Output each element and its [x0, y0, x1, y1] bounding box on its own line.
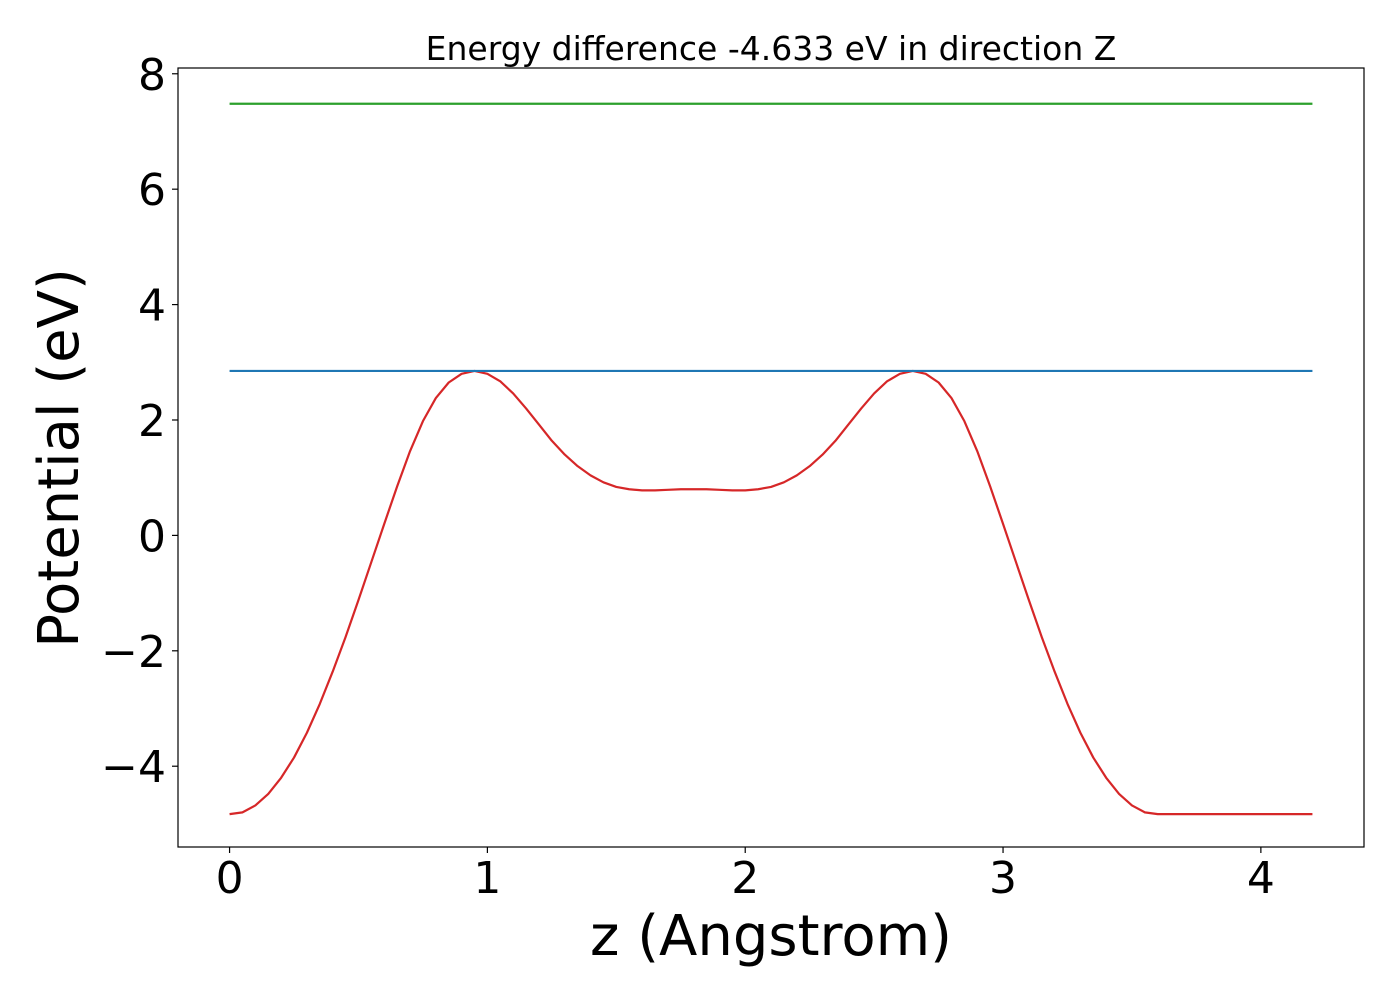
y-tick-label: −4	[101, 742, 166, 793]
y-tick-label: 2	[138, 396, 166, 447]
x-tick-label: 2	[731, 853, 759, 904]
x-tick-label: 3	[989, 853, 1017, 904]
y-tick-label: −2	[101, 627, 166, 678]
y-axis-label: Potential (eV)	[27, 268, 92, 648]
chart-title: Energy difference -4.633 eV in direction…	[426, 29, 1117, 68]
y-tick-label: 8	[138, 50, 166, 101]
x-axis-label: z (Angstrom)	[590, 904, 952, 969]
y-tick-label: 4	[138, 281, 166, 332]
y-tick-label: 0	[138, 511, 166, 562]
y-tick-label: 6	[138, 165, 166, 216]
x-tick-label: 4	[1247, 853, 1275, 904]
x-tick-label: 0	[216, 853, 244, 904]
x-tick-label: 1	[473, 853, 501, 904]
